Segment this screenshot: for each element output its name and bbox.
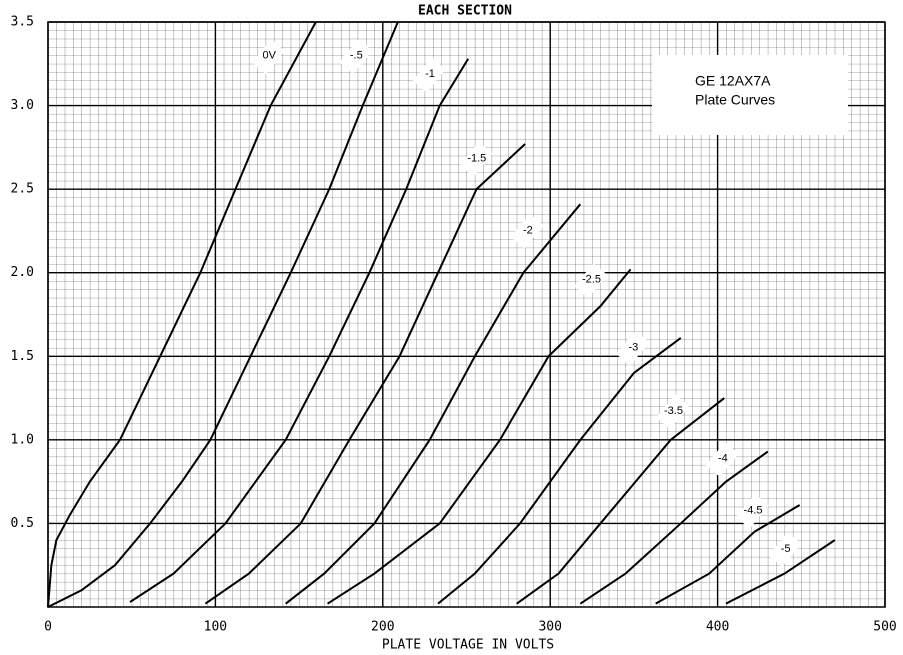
label-bg xyxy=(510,213,544,249)
x-axis-label: PLATE VOLTAGE IN VOLTS xyxy=(382,638,554,653)
x-tick-label: 400 xyxy=(706,620,729,635)
annotation: GE 12AX7A xyxy=(695,73,771,89)
label-bg xyxy=(705,442,739,477)
curve xyxy=(579,450,769,605)
annotation: Plate Curves xyxy=(695,92,775,108)
legend-label: -3 xyxy=(628,341,638,353)
curve xyxy=(655,504,801,605)
legend-label: -2.5 xyxy=(582,274,601,286)
legend-label: -.5 xyxy=(350,50,363,62)
y-tick-label: 1.0 xyxy=(11,432,34,447)
x-tick-label: 0 xyxy=(44,620,52,635)
grid xyxy=(47,21,886,608)
y-tick-label: 2.0 xyxy=(11,265,34,280)
label-bg xyxy=(412,57,446,93)
curve xyxy=(437,337,682,605)
legend-label: 0V xyxy=(263,50,277,62)
y-tick-label: 0.5 xyxy=(11,516,34,531)
label-bg xyxy=(339,39,373,74)
x-tick-label: 300 xyxy=(538,620,561,635)
plot-frame xyxy=(47,21,886,608)
legend-label: -1.5 xyxy=(467,152,486,164)
legend-label: -5 xyxy=(781,543,791,555)
label-bg xyxy=(459,142,493,177)
label-bg xyxy=(574,263,608,298)
curve xyxy=(327,268,632,605)
label-bg xyxy=(768,532,802,567)
legend-label: -4 xyxy=(718,453,728,465)
y-tick-label: 3.5 xyxy=(11,15,34,30)
label-bg xyxy=(252,39,286,74)
x-tick-label: 100 xyxy=(204,620,227,635)
y-tick-label: 1.5 xyxy=(11,349,34,364)
chart-title: EACH SECTION xyxy=(418,4,512,19)
y-tick-label: 2.5 xyxy=(11,182,34,197)
curve xyxy=(285,203,582,605)
legend-label: -1 xyxy=(425,68,435,80)
curve xyxy=(129,58,470,603)
curve xyxy=(204,143,526,605)
label-bg xyxy=(616,330,650,366)
legend-label: -2 xyxy=(523,224,533,236)
curve xyxy=(516,397,725,605)
x-tick-label: 500 xyxy=(873,620,896,635)
legend-label: -3.5 xyxy=(664,405,683,417)
label-bg xyxy=(656,394,690,430)
annotation-box xyxy=(652,55,848,135)
x-tick-label: 200 xyxy=(371,620,394,635)
label-bg xyxy=(735,493,769,529)
curve xyxy=(47,21,317,608)
curve xyxy=(47,21,399,608)
curve xyxy=(725,539,836,605)
y-tick-label: 3.0 xyxy=(11,98,34,113)
legend-label: -4.5 xyxy=(744,504,763,516)
